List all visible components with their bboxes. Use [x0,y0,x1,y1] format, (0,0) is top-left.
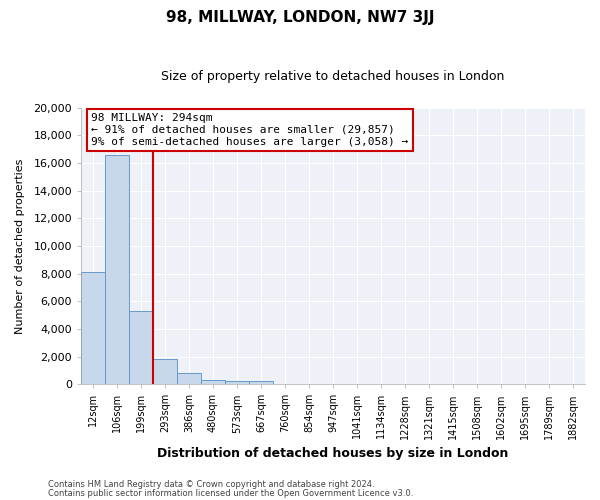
Text: Contains public sector information licensed under the Open Government Licence v3: Contains public sector information licen… [48,488,413,498]
X-axis label: Distribution of detached houses by size in London: Distribution of detached houses by size … [157,447,509,460]
Title: Size of property relative to detached houses in London: Size of property relative to detached ho… [161,70,505,83]
Bar [81,272,105,384]
Bar [177,373,201,384]
Y-axis label: Number of detached properties: Number of detached properties [15,158,25,334]
Bar [225,382,249,384]
Bar [129,311,153,384]
Bar [201,380,225,384]
Text: 98, MILLWAY, LONDON, NW7 3JJ: 98, MILLWAY, LONDON, NW7 3JJ [166,10,434,25]
Text: 98 MILLWAY: 294sqm
← 91% of detached houses are smaller (29,857)
9% of semi-deta: 98 MILLWAY: 294sqm ← 91% of detached hou… [91,114,409,146]
Bar [249,382,273,384]
Bar [105,155,129,384]
Text: Contains HM Land Registry data © Crown copyright and database right 2024.: Contains HM Land Registry data © Crown c… [48,480,374,489]
Bar [153,360,177,384]
